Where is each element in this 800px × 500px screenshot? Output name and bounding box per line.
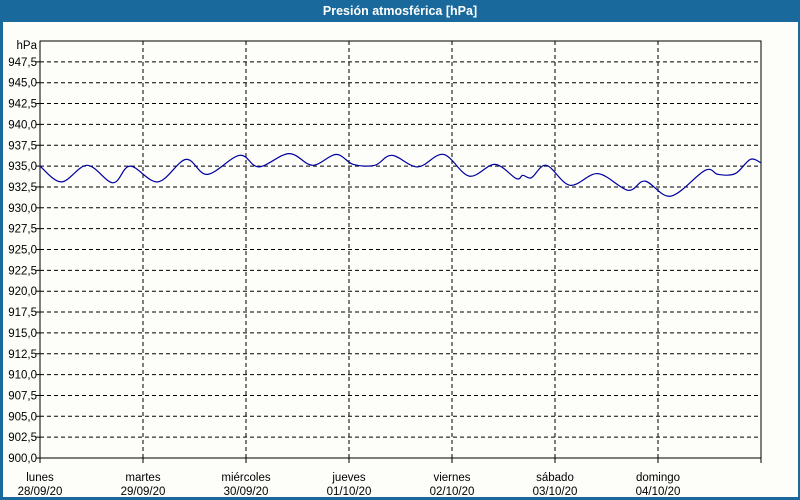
title-bar: Presión atmosférica [hPa] (0, 0, 800, 22)
x-axis-date-label: 02/10/20 (430, 486, 475, 498)
chart-client-area (3, 22, 798, 497)
y-axis-label: 927,5 (8, 224, 37, 236)
y-axis-label: 920,0 (8, 286, 37, 298)
y-axis-label: 902,5 (8, 432, 37, 444)
y-axis-label: 910,0 (8, 370, 37, 382)
x-axis-day-label: lunes (26, 472, 54, 484)
y-axis-label: 912,5 (8, 349, 37, 361)
x-axis-date-label: 30/09/20 (224, 486, 269, 498)
x-axis-day-label: miércoles (221, 472, 270, 484)
y-axis-label: 940,0 (8, 119, 37, 131)
x-axis-day-label: domingo (636, 472, 680, 484)
x-axis-day-label: martes (125, 472, 160, 484)
y-axis-label: 925,0 (8, 245, 37, 257)
y-axis-label: 942,5 (8, 99, 37, 111)
x-axis-date-label: 01/10/20 (327, 486, 372, 498)
y-axis-label: 932,5 (8, 182, 37, 194)
y-axis-label: 945,0 (8, 78, 37, 90)
y-axis-label: 935,0 (8, 161, 37, 173)
y-axis-label: 947,5 (8, 57, 37, 69)
x-axis-date-label: 29/09/20 (121, 486, 166, 498)
pressure-line (39, 152, 762, 197)
y-axis-label: 915,0 (8, 328, 37, 340)
x-axis-date-label: 28/09/20 (18, 486, 63, 498)
plot-frame (39, 40, 762, 459)
y-axis-label: 937,5 (8, 140, 37, 152)
y-axis-label: 900,0 (8, 453, 37, 465)
y-axis-label: 922,5 (8, 265, 37, 277)
y-axis-label: 917,5 (8, 307, 37, 319)
y-axis-unit-label: hPa (17, 40, 38, 52)
x-axis-date-label: 03/10/20 (533, 486, 578, 498)
y-axis-label: 930,0 (8, 203, 37, 215)
x-axis-day-label: jueves (331, 472, 365, 484)
y-axis-label: 907,5 (8, 390, 37, 402)
x-axis-day-label: sábado (536, 472, 574, 484)
y-axis-label: 905,0 (8, 411, 37, 423)
x-axis-date-label: 04/10/20 (636, 486, 681, 498)
x-axis-day-label: viernes (433, 472, 470, 484)
window-title: Presión atmosférica [hPa] (322, 4, 478, 18)
